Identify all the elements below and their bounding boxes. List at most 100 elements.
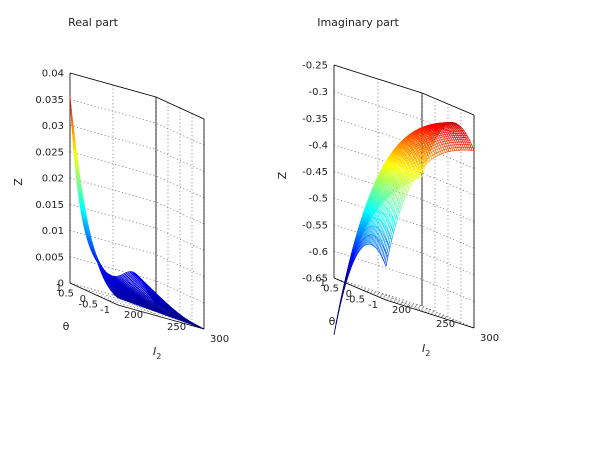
surface-line: [150, 288, 152, 291]
surface-line: [153, 293, 155, 296]
surface-line: [169, 309, 172, 311]
surface-line: [165, 306, 168, 308]
surface-line: [176, 312, 178, 314]
surface-line: [180, 319, 182, 322]
box-edge: [69, 72, 157, 98]
surface-line: [189, 323, 192, 325]
z-tick-label: 0.035: [35, 95, 64, 106]
surface-line: [150, 290, 152, 293]
surface-line: [155, 303, 158, 305]
surface-line: [168, 305, 170, 308]
surface-line: [169, 309, 171, 312]
surface-line: [147, 287, 150, 289]
surface-line: [180, 318, 182, 320]
surface-line: [147, 290, 149, 292]
grid-line: [69, 177, 157, 203]
surface-line: [140, 280, 143, 283]
surface-line: [162, 300, 164, 302]
surface-line: [194, 324, 196, 326]
surface-line: [142, 283, 145, 285]
surface-line: [160, 301, 163, 303]
surface-line: [126, 275, 128, 277]
surface-line: [178, 313, 180, 316]
surface-line: [131, 282, 134, 285]
surface-line: [185, 318, 187, 321]
surface-line: [148, 288, 150, 290]
surface-line: [174, 316, 176, 318]
surface-line: [171, 311, 174, 313]
surface-line: [153, 299, 155, 301]
surface-line: [130, 281, 132, 284]
surface-line: [133, 271, 135, 274]
surface-line: [158, 301, 160, 303]
surface-line: [137, 285, 140, 288]
surface-line: [190, 322, 192, 324]
surface-line: [136, 275, 138, 277]
surface-line: [166, 305, 169, 308]
surface-line: [184, 320, 187, 323]
surface-line: [184, 318, 186, 320]
surface-line: [184, 318, 186, 321]
surface-line: [192, 323, 194, 326]
surface-line: [170, 310, 172, 313]
surface-line: [150, 288, 153, 291]
y-tick-label: 1: [56, 283, 62, 294]
surface-line: [157, 297, 160, 300]
surface-line: [193, 323, 195, 326]
surface-line: [175, 311, 177, 314]
surface-line: [121, 275, 123, 278]
surface-line: [153, 296, 155, 298]
surface-line: [122, 274, 124, 276]
surface-line: [159, 299, 162, 302]
surface-line: [127, 278, 129, 281]
surface-line: [184, 319, 187, 322]
surface-line: [146, 286, 148, 288]
surface-line: [146, 289, 148, 291]
surface-line: [129, 278, 131, 280]
surface-line: [131, 271, 133, 273]
surface-line: [172, 309, 175, 312]
x-axis-line: [117, 304, 205, 330]
surface-line: [188, 322, 191, 324]
grid-line: [421, 199, 475, 222]
surface-line: [175, 317, 178, 319]
surface-line: [173, 313, 175, 316]
surface-line: [185, 319, 187, 321]
surface-line: [135, 281, 137, 283]
surface-line: [127, 274, 130, 276]
surface-line: [155, 293, 157, 295]
surface-line: [152, 291, 154, 293]
surface-line: [134, 274, 137, 277]
surface-line: [187, 321, 190, 323]
surface-line: [186, 320, 189, 322]
surface-line: [181, 319, 183, 321]
surface-line: [144, 283, 147, 286]
surface-line: [170, 307, 172, 310]
surface-line: [177, 317, 179, 320]
surface-line: [182, 318, 185, 321]
surface-line: [174, 312, 177, 315]
z-tick-label: 0.005: [35, 252, 64, 263]
surface-line: [195, 325, 197, 327]
surface-line: [142, 280, 145, 283]
z-tick-label: 0.03: [42, 121, 64, 132]
surface-line: [159, 297, 161, 299]
surface-line: [175, 314, 178, 316]
surface-line: [133, 279, 135, 281]
surface-line: [158, 298, 161, 301]
surface-line: [143, 282, 146, 285]
y-tick-label: -1: [100, 305, 110, 316]
surface-line: [152, 291, 155, 293]
grid-line: [69, 98, 157, 124]
surface-line: [135, 275, 138, 278]
surface-line: [163, 300, 165, 303]
grid-line: [155, 227, 205, 251]
surface-line: [165, 306, 168, 309]
surface-line: [163, 304, 166, 306]
surface-line: [186, 319, 188, 322]
surface-line: [188, 320, 190, 323]
surface-line: [156, 296, 159, 299]
surface-line: [179, 316, 182, 319]
surface-line: [148, 286, 151, 289]
grid-line: [69, 230, 157, 255]
